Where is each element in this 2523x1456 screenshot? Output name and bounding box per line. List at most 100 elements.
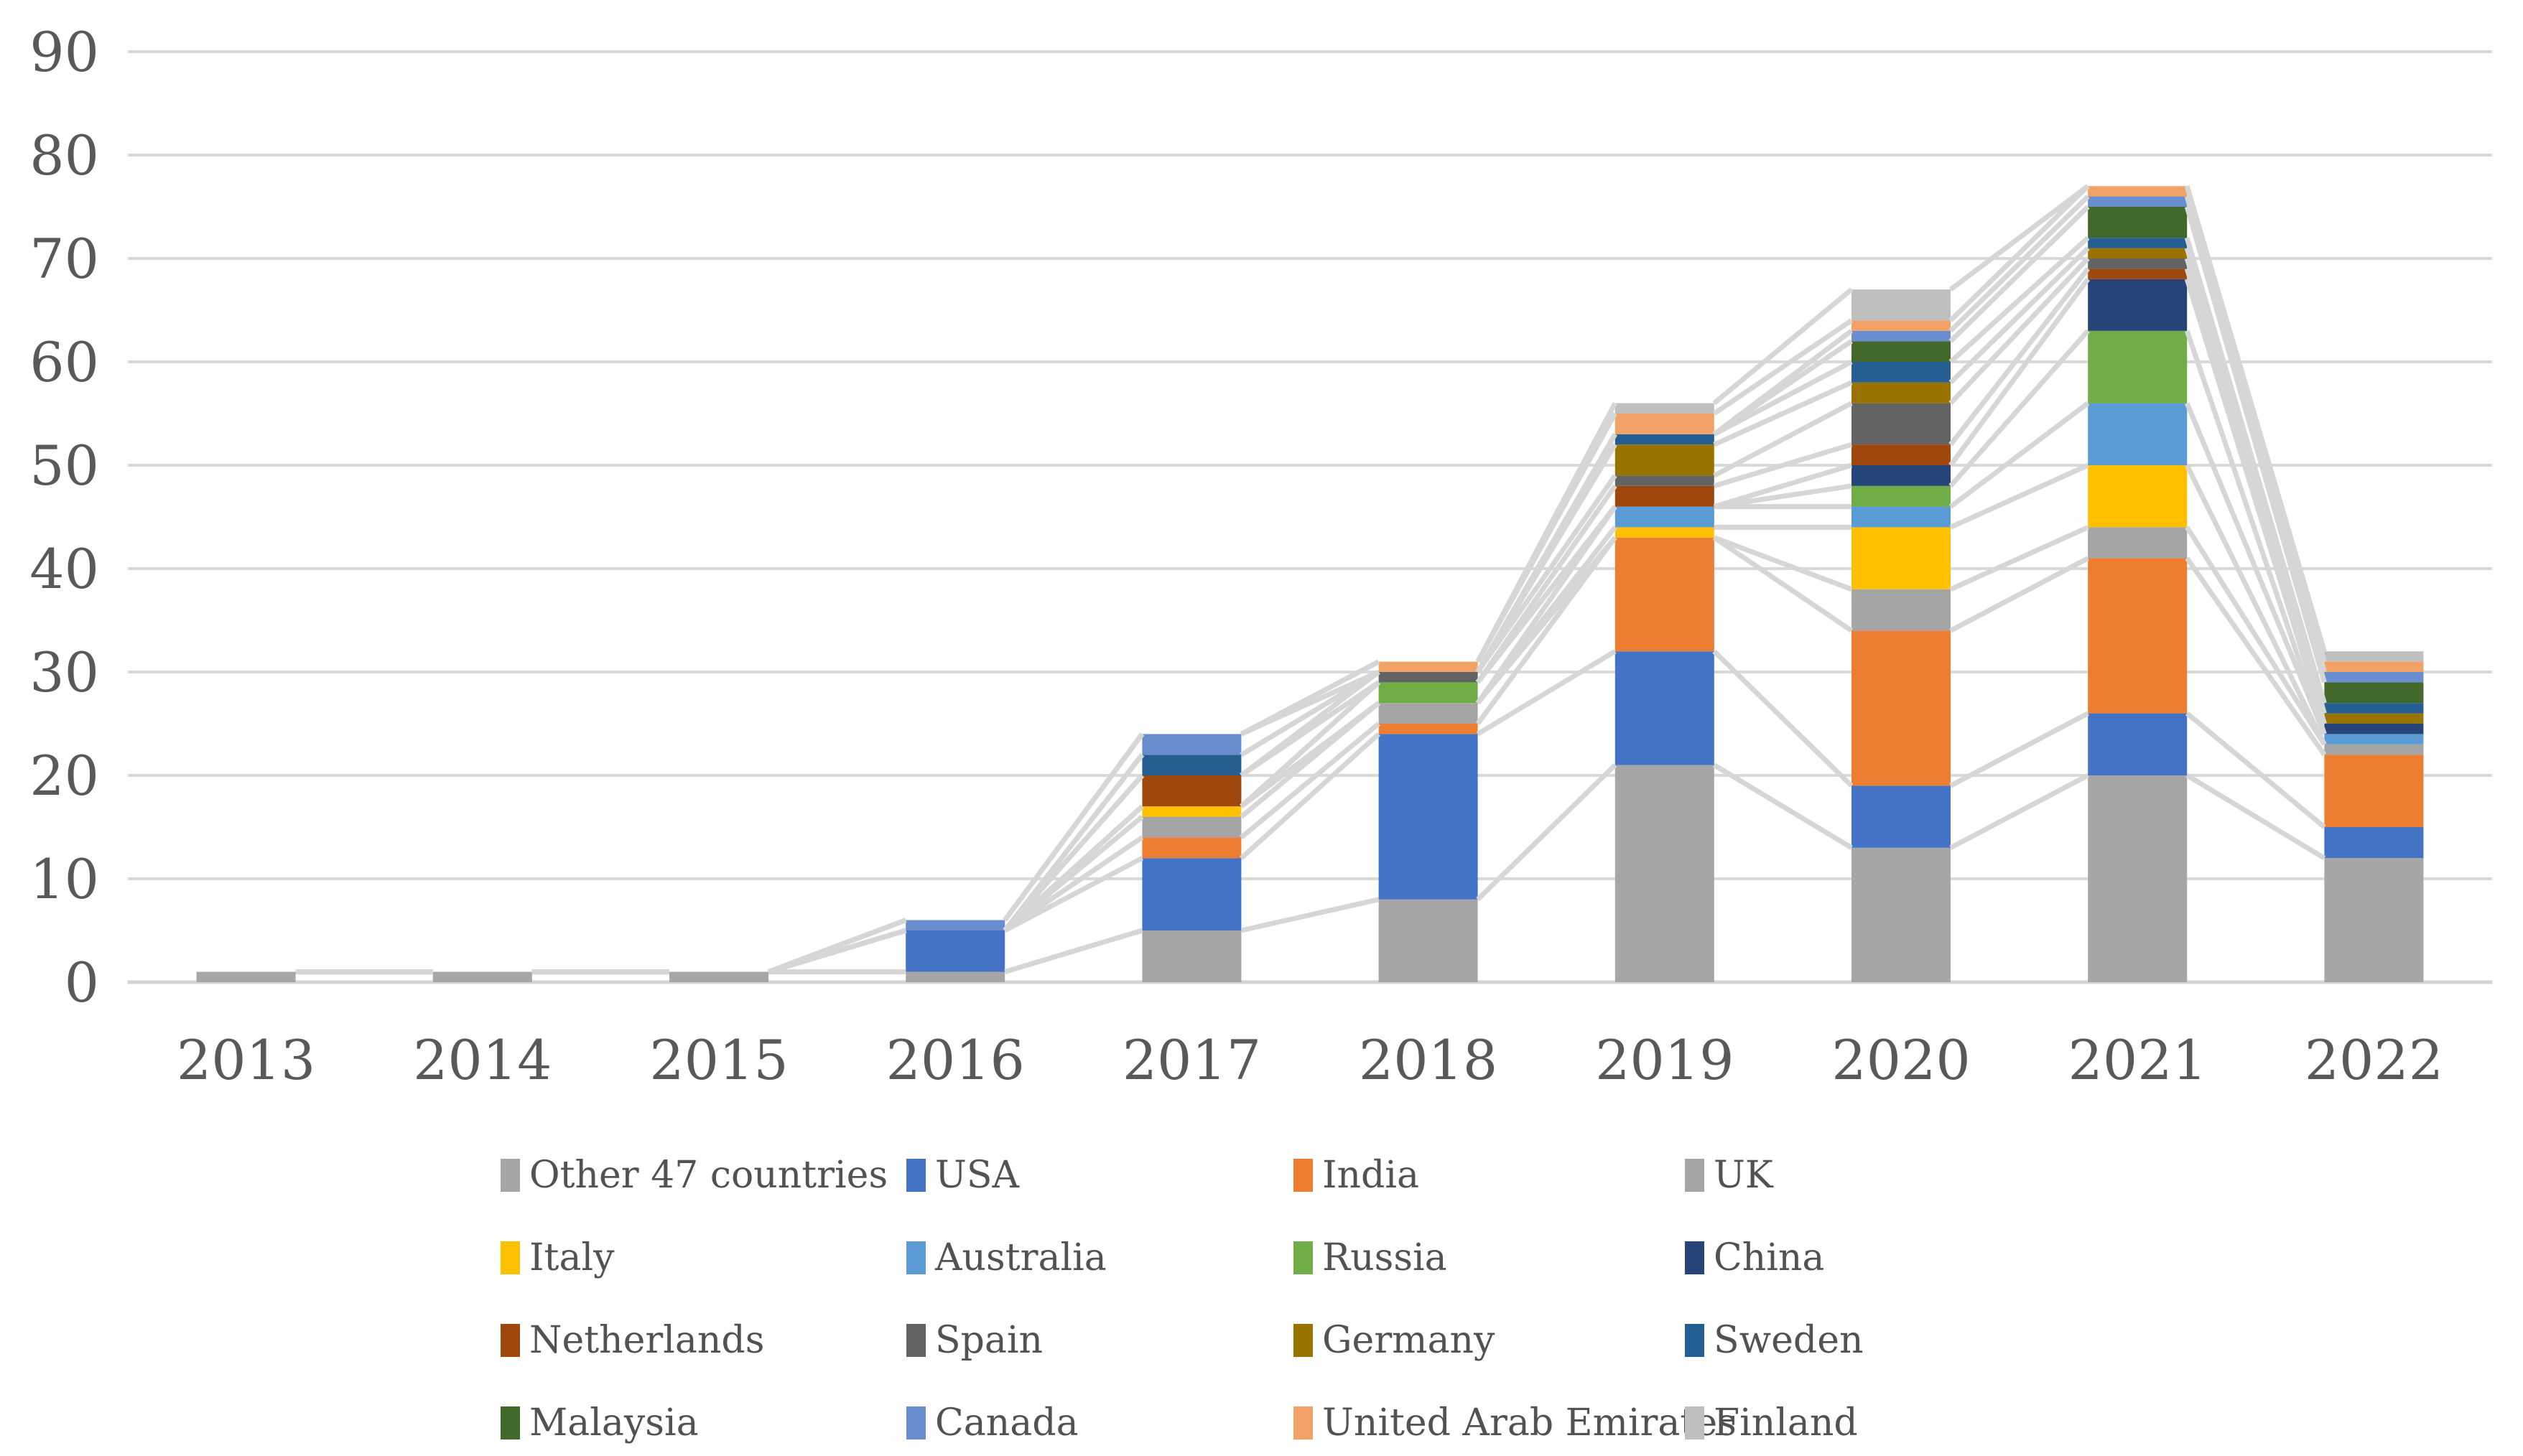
bar-segment-netherlands-2020 <box>1851 444 1951 465</box>
series-connector-line <box>1240 897 1380 933</box>
series-connector-line <box>1475 433 1617 673</box>
series-connector-line <box>1475 474 1617 674</box>
series-connector-line <box>2184 402 2327 735</box>
bar-segment-united-arab-emirates-2018 <box>1378 661 1478 672</box>
x-axis-tick-label: 2021 <box>2068 1028 2206 1092</box>
y-axis-tick-label: 60 <box>29 330 99 394</box>
y-axis-tick-label: 10 <box>29 847 99 911</box>
bar-segment-other-47-countries-2018 <box>1378 899 1478 982</box>
series-connector-line <box>1240 732 1380 860</box>
series-connector-line <box>1714 483 1852 510</box>
series-connector-line <box>1003 732 1145 922</box>
series-connector-line <box>2184 247 2327 714</box>
bar-segment-usa-2020 <box>1851 785 1951 848</box>
bar-segment-other-47-countries-2021 <box>2088 775 2188 982</box>
bar-series <box>196 186 2424 982</box>
series-connector-line <box>2185 464 2327 746</box>
series-connector-line <box>2185 556 2327 757</box>
series-connector-line <box>1240 670 1380 757</box>
bar-segment-other-47-countries-2020 <box>1851 847 1951 982</box>
series-connector-line <box>1948 256 2090 406</box>
bar-segment-malaysia-2021 <box>2088 207 2188 238</box>
bar-segment-china-2020 <box>1851 465 1951 486</box>
series-connector-line <box>2184 258 2327 724</box>
series-connector-line <box>1240 680 1380 808</box>
bar-segment-uk-2021 <box>2088 527 2188 559</box>
bar-segment-united-arab-emirates-2022 <box>2324 661 2424 672</box>
series-connector-line <box>1948 246 2090 385</box>
series-connector-line <box>1948 184 2090 322</box>
series-connector-line <box>1949 773 2089 850</box>
bar-segment-australia-2022 <box>2324 734 2424 745</box>
y-axis-tick-label: 90 <box>29 20 99 84</box>
bar-segment-italy-2021 <box>2088 465 2188 528</box>
series-connector-line <box>1240 659 1380 737</box>
series-connector-line <box>1713 462 1853 509</box>
bar-segment-germany-2022 <box>2324 713 2424 724</box>
series-connector-line <box>1240 701 1380 808</box>
bar-segment-usa-2019 <box>1614 651 1714 765</box>
bar-segment-spain-2021 <box>2088 258 2188 269</box>
x-axis-tick-label: 2015 <box>649 1028 788 1092</box>
series-connector-line <box>1712 329 1854 437</box>
series-connector-line <box>1240 722 1380 840</box>
bar-segment-other-47-countries-2014 <box>432 971 532 982</box>
gridlines <box>128 50 2492 984</box>
y-axis-tick-label: 20 <box>29 744 99 808</box>
bar-segment-china-2021 <box>2088 279 2188 331</box>
bar-segment-italy-2020 <box>1851 527 1951 589</box>
bar-segment-canada-2022 <box>2324 672 2424 683</box>
bar-segment-russia-2018 <box>1378 682 1478 704</box>
bar-segment-other-47-countries-2013 <box>196 971 296 982</box>
series-connector-line <box>2184 185 2327 653</box>
series-connector-line <box>2184 237 2327 704</box>
bar-segment-russia-2021 <box>2088 330 2188 403</box>
bar-segment-sweden-2019 <box>1614 434 1714 445</box>
series-connector-line <box>1948 401 2090 509</box>
bar-segment-germany-2021 <box>2088 248 2188 258</box>
bar-segment-germany-2019 <box>1614 444 1714 476</box>
series-connector-line <box>1240 670 1380 778</box>
series-connector-line <box>2184 330 2327 735</box>
bar-segment-sweden-2020 <box>1851 362 1951 383</box>
bar-segment-uk-2020 <box>1851 589 1951 631</box>
x-axis-tick-label: 2018 <box>1359 1028 1497 1092</box>
series-connector-line <box>1949 556 2089 633</box>
x-axis-tick-label: 2013 <box>177 1028 315 1092</box>
bar-segment-canada-2021 <box>2088 196 2188 207</box>
x-axis-tick-label: 2014 <box>413 1028 552 1092</box>
bar-segment-usa-2021 <box>2088 713 2188 775</box>
bar-segment-malaysia-2020 <box>1851 341 1951 362</box>
bar-segment-uk-2022 <box>2324 744 2424 755</box>
bar-segment-spain-2019 <box>1614 475 1714 486</box>
x-axis-tick-label: 2017 <box>1123 1028 1261 1092</box>
x-axis-tick-label: 2016 <box>886 1028 1024 1092</box>
series-connector-line <box>2185 526 2327 746</box>
bar-segment-other-47-countries-2015 <box>669 971 768 982</box>
series-connector-line <box>1003 804 1144 933</box>
bar-segment-finland-2022 <box>2324 651 2424 662</box>
bar-segment-germany-2020 <box>1851 382 1951 403</box>
y-axis-tick-labels: 0 10 20 30 40 50 60 70 80 90 <box>29 20 99 1014</box>
series-connector-line <box>2184 206 2327 683</box>
bar-segment-russia-2020 <box>1851 485 1951 507</box>
series-connector-line <box>1948 184 2090 291</box>
bar-segment-usa-2022 <box>2324 827 2424 859</box>
series-connector-line <box>1948 277 2091 467</box>
bar-segment-netherlands-2021 <box>2088 269 2188 279</box>
x-axis-tick-label: 2020 <box>1831 1028 1970 1092</box>
series-connector-line <box>1003 856 1144 933</box>
series-connector-line <box>1712 287 1854 406</box>
bar-segment-australia-2020 <box>1851 506 1951 528</box>
x-axis-tick-label: 2022 <box>2305 1028 2443 1092</box>
series-connector-line <box>1712 318 1853 416</box>
series-connector-line <box>1948 205 2090 343</box>
bar-segment-netherlands-2017 <box>1142 775 1242 807</box>
series-connector-line <box>1713 442 1853 489</box>
series-connector-line <box>1003 835 1144 933</box>
series-connector-line <box>1712 649 1854 788</box>
bar-segment-finland-2019 <box>1614 403 1714 414</box>
bar-segment-malaysia-2022 <box>2324 682 2424 704</box>
series-connector-line <box>1948 267 2090 447</box>
